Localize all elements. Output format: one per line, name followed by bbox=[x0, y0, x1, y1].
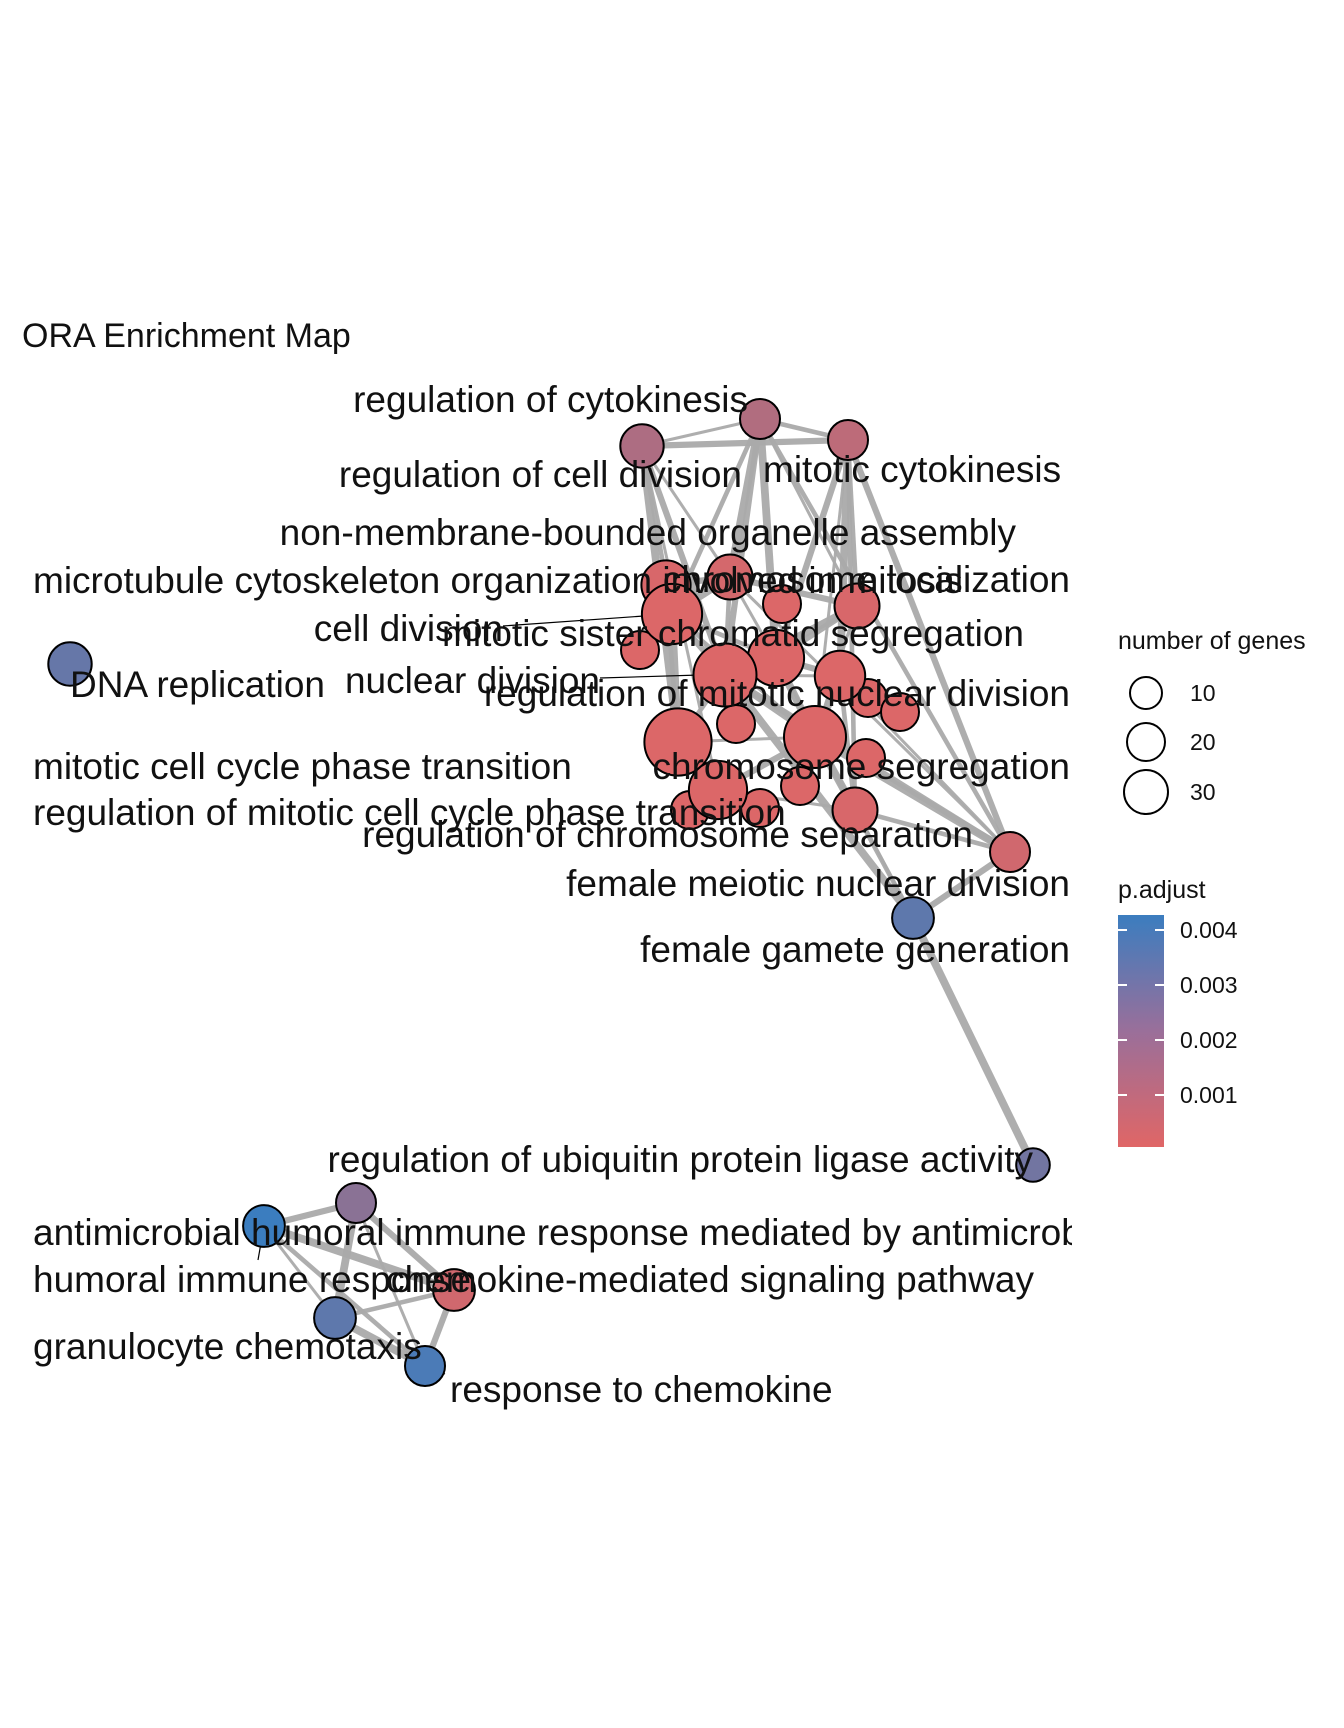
edge bbox=[909, 916, 1037, 1167]
node-circle bbox=[762, 584, 802, 624]
node-circle bbox=[891, 896, 935, 940]
size-legend-label-30: 30 bbox=[1190, 779, 1216, 805]
node-label: chemokine-mediated signaling pathway bbox=[386, 1259, 1034, 1300]
size-legend: number of genes 10 20 30 bbox=[1118, 627, 1306, 815]
edge bbox=[758, 417, 1012, 854]
size-legend-label-20: 20 bbox=[1190, 729, 1216, 755]
node-circle bbox=[47, 641, 93, 687]
node-label: female meiotic nuclear division bbox=[566, 863, 1070, 904]
node-circle bbox=[833, 582, 881, 630]
color-legend-title: p.adjust bbox=[1118, 876, 1206, 904]
node-circle bbox=[780, 766, 820, 806]
node-label: mitotic cell cycle phase transition bbox=[33, 746, 572, 787]
plot-title: ORA Enrichment Map bbox=[22, 317, 351, 355]
node-circle bbox=[404, 1345, 446, 1387]
edge bbox=[262, 1224, 427, 1368]
label-connector bbox=[599, 674, 701, 679]
size-legend-label-10: 10 bbox=[1190, 680, 1216, 706]
edge bbox=[640, 445, 732, 578]
node-label: non-membrane-bounded organelle assembly bbox=[280, 512, 1017, 553]
node-label: chromosome segregation bbox=[653, 746, 1071, 787]
network-nodes bbox=[47, 398, 1051, 1387]
node-label: regulation of cell division bbox=[339, 454, 742, 495]
node-circle bbox=[643, 707, 713, 777]
node-circle bbox=[783, 705, 847, 769]
edge bbox=[854, 807, 1011, 855]
node-circle bbox=[619, 423, 665, 469]
edge bbox=[262, 1222, 456, 1294]
node-circle bbox=[880, 692, 920, 732]
node-circle bbox=[831, 786, 879, 834]
color-legend-label-0001: 0.001 bbox=[1180, 1082, 1238, 1108]
node-label: microtubule cytoskeleton organization in… bbox=[33, 560, 963, 601]
node-label: DNA replication bbox=[70, 664, 325, 705]
node-label: regulation of chromosome separation bbox=[362, 814, 973, 855]
node-circle bbox=[827, 419, 869, 461]
color-legend-label-0003: 0.003 bbox=[1180, 972, 1238, 998]
node-label: response to chemokine bbox=[450, 1369, 833, 1410]
node-label: regulation of mitotic cell cycle phase t… bbox=[33, 792, 786, 833]
node-circle bbox=[687, 759, 749, 821]
edge bbox=[354, 1202, 427, 1367]
node-label: regulation of cytokinesis bbox=[353, 379, 748, 420]
node-circle bbox=[739, 398, 781, 440]
node-labels: regulation of cytokinesis regulation of c… bbox=[33, 379, 1251, 1410]
color-legend-label-0002: 0.002 bbox=[1180, 1027, 1238, 1053]
edge bbox=[641, 436, 849, 450]
node-label: mitotic sister chromatid segregation bbox=[442, 613, 1024, 654]
node-label: regulation of mitotic nuclear division bbox=[484, 673, 1070, 714]
node-label: antimicrobial humoral immune response me… bbox=[33, 1212, 1251, 1253]
node-label: chromosome localization bbox=[663, 559, 1070, 600]
node-circle bbox=[989, 831, 1031, 873]
size-legend-title: number of genes bbox=[1118, 627, 1306, 655]
size-legend-key-20 bbox=[1126, 722, 1166, 762]
edge bbox=[845, 438, 1013, 854]
node-label: humoral immune response bbox=[33, 1259, 471, 1300]
size-legend-key-30 bbox=[1123, 769, 1169, 815]
color-legend-bar bbox=[1118, 915, 1164, 1147]
node-circle bbox=[692, 642, 758, 708]
node-label: regulation of ubiquitin protein ligase a… bbox=[328, 1139, 1034, 1180]
node-label: female gamete generation bbox=[640, 929, 1070, 970]
color-legend-ticks bbox=[1118, 929, 1164, 1096]
node-circle bbox=[620, 630, 660, 670]
edge bbox=[639, 444, 728, 677]
node-circle bbox=[640, 582, 704, 646]
node-circle bbox=[813, 649, 867, 703]
color-legend: p.adjust 0.004 0.003 0.002 0.001 bbox=[1118, 876, 1238, 1147]
node-circle bbox=[846, 738, 886, 778]
color-legend-label-0004: 0.004 bbox=[1180, 917, 1238, 943]
node-label: mitotic cytokinesis bbox=[763, 449, 1061, 490]
node-circle bbox=[432, 1268, 476, 1312]
node-label: cell division bbox=[314, 608, 503, 649]
size-legend-key-10 bbox=[1129, 676, 1163, 710]
node-circle bbox=[242, 1204, 286, 1248]
edge bbox=[721, 418, 764, 676]
node-circle bbox=[1015, 1147, 1051, 1183]
edge bbox=[721, 672, 917, 921]
node-circle bbox=[335, 1182, 377, 1224]
node-label: nuclear division bbox=[345, 660, 600, 701]
node-circle bbox=[313, 1296, 357, 1340]
node-label: granulocyte chemotaxis bbox=[33, 1326, 422, 1367]
node-circle bbox=[706, 553, 754, 601]
